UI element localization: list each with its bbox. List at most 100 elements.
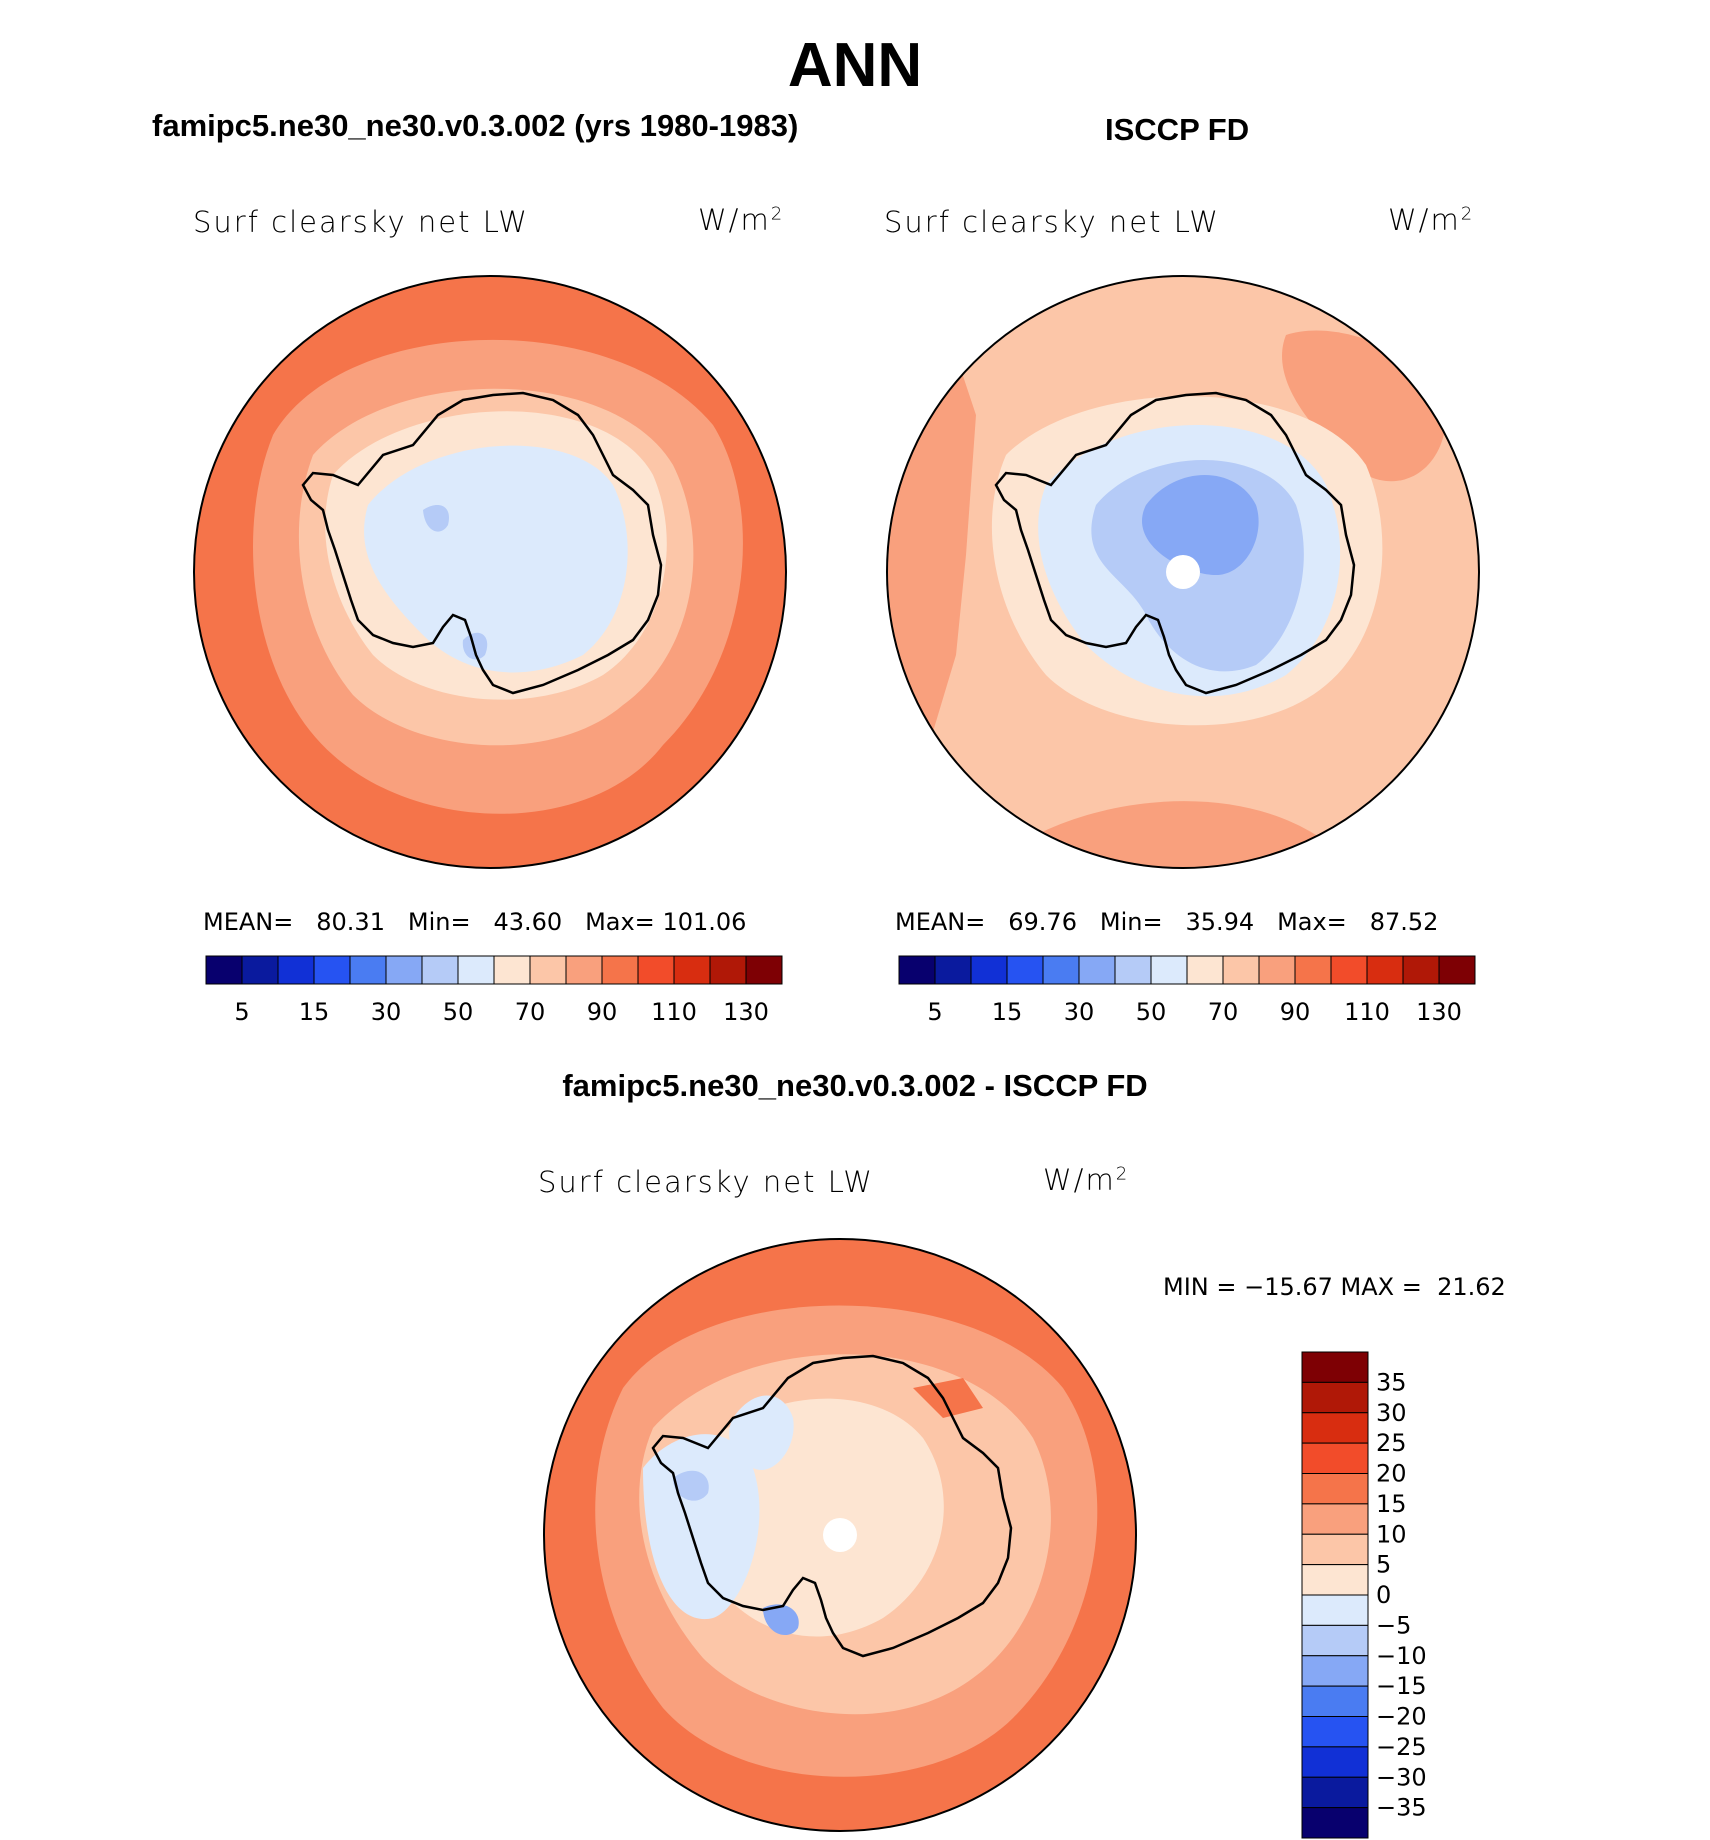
colorbar-segment [898,955,936,985]
colorbar-tick-label: 50 [443,998,474,1026]
colorbar-segment [565,955,603,985]
colorbar-segment [601,955,639,985]
colorbar-segment [1438,955,1476,985]
colorbar-segment [241,955,279,985]
colorbar-segment [1301,1716,1369,1748]
figure-title: ANN [787,31,923,100]
model-map [193,275,787,869]
colorbar-tick-label: 90 [587,998,618,1026]
diff-units-label: W/m2 [1043,1163,1130,1197]
colorbar-tick-label: 5 [234,998,249,1026]
colorbar-segment [1186,955,1224,985]
colorbar-segment [1150,955,1188,985]
diff-case-title: famipc5.ne30_ne30.v0.3.002 - ISCCP FD [562,1068,1148,1103]
colorbar-segment [529,955,567,985]
model-stats: MEAN= 80.31 Min= 43.60 Max= 101.06 [203,908,747,936]
colorbar-segment [1294,955,1332,985]
colorbar-segment [709,955,747,985]
colorbar-segment [970,955,1008,985]
colorbar-segment [1078,955,1116,985]
colorbar-segment [637,955,675,985]
colorbar-segment [457,955,495,985]
colorbar-tick-label: 25 [1376,1429,1407,1457]
diff-map [543,1238,1137,1832]
colorbar-segment [1301,1655,1369,1687]
colorbar-segment [1301,1533,1369,1566]
model-colorbar: 5 15 30 50 70 90 110 130 [205,955,783,1026]
colorbar-segment [313,955,351,985]
colorbar-tick-label: 5 [1376,1551,1391,1579]
colorbar-tick-label: 130 [723,998,769,1026]
obs-map [886,275,1480,869]
colorbar-segment [673,955,711,985]
diff-variable-label: Surf clearsky net LW [538,1165,874,1199]
colorbar-tick-label: −35 [1376,1794,1427,1822]
colorbar-segment [1301,1594,1369,1626]
colorbar-segment [1301,1381,1369,1414]
colorbar-tick-label: 15 [992,998,1023,1026]
model-coastline [301,391,663,695]
colorbar-tick-label: 50 [1136,998,1167,1026]
colorbar-segment [1366,955,1404,985]
obs-variable-label: Surf clearsky net LW [884,205,1220,239]
colorbar-segment [1301,1412,1369,1444]
colorbar-tick-label: −10 [1376,1642,1427,1670]
colorbar-segment [1330,955,1368,985]
colorbar-tick-label: 130 [1416,998,1462,1026]
diff-stats: MIN = −15.67 MAX = 21.62 [1163,1273,1506,1301]
colorbar-segment [1301,1503,1369,1535]
colorbar-tick-label: −15 [1376,1672,1427,1700]
colorbar-segment [421,955,459,985]
colorbar-tick-label: −5 [1376,1611,1411,1639]
colorbar-segment [1222,955,1260,985]
colorbar-tick-label: 70 [515,998,546,1026]
colorbar-segment [1006,955,1044,985]
colorbar-tick-label: 110 [651,998,697,1026]
colorbar-segment [1301,1746,1369,1778]
model-case-title: famipc5.ne30_ne30.v0.3.002 (yrs 1980-198… [152,108,799,143]
model-units-label: W/m2 [698,203,785,237]
colorbar-tick-label: 15 [299,998,330,1026]
colorbar-tick-label: 110 [1344,998,1390,1026]
colorbar-segment [934,955,972,985]
colorbar-tick-label: −25 [1376,1733,1427,1761]
colorbar-segment [1301,1624,1369,1657]
colorbar-segment [1301,1685,1369,1717]
obs-colorbar: 5 15 30 50 70 90 110 130 [898,955,1476,1026]
colorbar-segment [745,955,783,985]
obs-units-label: W/m2 [1388,203,1475,237]
diff-coastline [651,1354,1013,1658]
colorbar-segment [349,955,387,985]
colorbar-segment [1114,955,1152,985]
colorbar-segment [1402,955,1440,985]
colorbar-tick-label: 30 [1376,1399,1407,1427]
colorbar-segment [385,955,423,985]
colorbar-tick-label: 10 [1376,1520,1407,1548]
model-variable-label: Surf clearsky net LW [193,205,529,239]
obs-case-title: ISCCP FD [1105,112,1250,147]
colorbar-tick-label: 20 [1376,1460,1407,1488]
colorbar-tick-label: 30 [371,998,402,1026]
obs-coastline [994,391,1356,695]
colorbar-tick-label: −20 [1376,1703,1427,1731]
colorbar-segment [1301,1807,1369,1839]
colorbar-segment [1301,1564,1369,1596]
colorbar-segment [1258,955,1296,985]
colorbar-tick-label: 5 [927,998,942,1026]
colorbar-segment [205,955,243,985]
colorbar-segment [1301,1351,1369,1383]
colorbar-tick-label: 35 [1376,1368,1407,1396]
colorbar-tick-label: −30 [1376,1763,1427,1791]
obs-stats: MEAN= 69.76 Min= 35.94 Max= 87.52 [895,908,1439,936]
colorbar-segment [1042,955,1080,985]
colorbar-tick-label: 0 [1376,1581,1391,1609]
colorbar-segment [277,955,315,985]
colorbar-segment [1301,1473,1369,1505]
colorbar-tick-label: 15 [1376,1490,1407,1518]
colorbar-tick-label: 90 [1280,998,1311,1026]
colorbar-tick-label: 70 [1208,998,1239,1026]
colorbar-segment [1301,1776,1369,1809]
colorbar-segment [1301,1442,1369,1474]
colorbar-segment [493,955,531,985]
